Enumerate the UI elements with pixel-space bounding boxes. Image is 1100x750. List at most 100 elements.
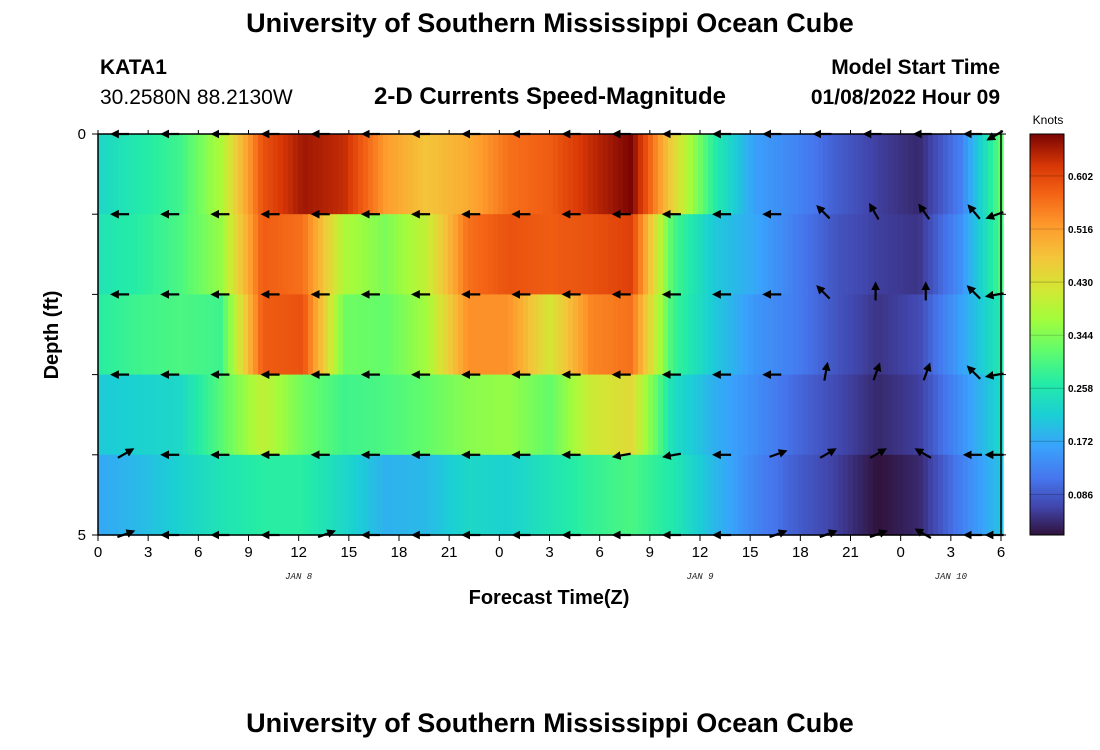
heat-cell (703, 214, 709, 295)
heat-cell (733, 454, 739, 536)
heat-cell (268, 214, 274, 295)
heat-cell (298, 214, 304, 295)
heat-cell (113, 374, 119, 456)
heat-cell (558, 214, 564, 295)
heat-cell (863, 214, 869, 295)
heat-cell (858, 454, 864, 536)
heat-cell (353, 454, 359, 536)
heat-cell (278, 294, 284, 376)
heat-cell (198, 294, 204, 376)
heat-cell (928, 134, 934, 215)
heat-cell (718, 454, 724, 536)
heat-cell (908, 294, 914, 376)
heat-cell (373, 214, 379, 295)
heat-cell (328, 454, 334, 536)
heat-cell (808, 454, 814, 536)
heatmap-cells (98, 134, 1004, 536)
heat-cell (823, 214, 829, 295)
heat-cell (548, 454, 554, 536)
heat-cell (738, 294, 744, 376)
heat-cell (503, 454, 509, 536)
heat-cell (688, 294, 694, 376)
heat-cell (463, 214, 469, 295)
heat-cell (433, 134, 439, 215)
heat-cell (918, 454, 924, 536)
heat-cell (273, 214, 279, 295)
heat-cell (308, 134, 314, 215)
heat-cell (273, 374, 279, 456)
heat-cell (693, 374, 699, 456)
heat-cell (443, 374, 449, 456)
heat-cell (573, 454, 579, 536)
heat-cell (893, 374, 899, 456)
heat-cell (798, 374, 804, 456)
heat-cell (503, 374, 509, 456)
heat-cell (143, 294, 149, 376)
heat-cell (388, 454, 394, 536)
heat-cell (228, 214, 234, 295)
heat-cell (98, 294, 104, 376)
heat-cell (583, 134, 589, 215)
x-axis-title: Forecast Time(Z) (469, 587, 630, 609)
date-label: JAN 9 (686, 572, 714, 582)
heat-cell (208, 294, 214, 376)
heat-cell (313, 294, 319, 376)
current-arrow (869, 202, 880, 220)
heat-cell (718, 214, 724, 295)
heat-cell (338, 454, 344, 536)
heat-cell (288, 374, 294, 456)
heat-cell (238, 454, 244, 536)
y-tick-label: 0 (78, 126, 86, 143)
heat-cell (193, 294, 199, 376)
heat-cell (388, 214, 394, 295)
heat-cell (823, 374, 829, 456)
current-arrow (966, 365, 981, 380)
heat-cell (778, 294, 784, 376)
heat-cell (188, 134, 194, 215)
heat-cell (838, 374, 844, 456)
heat-cell (778, 374, 784, 456)
heat-cell (533, 294, 539, 376)
x-tick-label: 3 (545, 544, 553, 561)
heat-cell (768, 214, 774, 295)
heat-cell (978, 214, 984, 295)
heat-cell (933, 454, 939, 536)
heat-cell (333, 294, 339, 376)
heat-cell (568, 294, 574, 376)
heat-cell (158, 214, 164, 295)
heat-cell (883, 214, 889, 295)
heat-cell (463, 134, 469, 215)
heat-cell (243, 294, 249, 376)
heat-cell (518, 374, 524, 456)
heat-cell (678, 294, 684, 376)
heat-cell (248, 454, 254, 536)
heat-cell (793, 454, 799, 536)
footer-title: University of Southern Mississippi Ocean… (246, 708, 854, 738)
heat-cell (838, 134, 844, 215)
heat-cell (558, 454, 564, 536)
heat-cell (528, 374, 534, 456)
heat-cell (328, 214, 334, 295)
heat-cell (593, 454, 599, 536)
heat-cell (613, 294, 619, 376)
heat-cell (113, 454, 119, 536)
heat-cell (693, 454, 699, 536)
heat-cell (793, 294, 799, 376)
heat-cell (308, 454, 314, 536)
heat-cell (988, 214, 994, 295)
heat-cell (108, 134, 114, 215)
heat-cell (358, 294, 364, 376)
heat-cell (623, 294, 629, 376)
heat-cell (438, 134, 444, 215)
heat-cell (828, 454, 834, 536)
heat-cell (418, 374, 424, 456)
heat-cell (808, 294, 814, 376)
heat-cell (183, 134, 189, 215)
heat-cell (648, 294, 654, 376)
heat-cell (508, 294, 514, 376)
heat-cell (493, 134, 499, 215)
heat-cell (343, 454, 349, 536)
heat-cell (228, 374, 234, 456)
heat-cell (313, 214, 319, 295)
heat-cell (818, 374, 824, 456)
